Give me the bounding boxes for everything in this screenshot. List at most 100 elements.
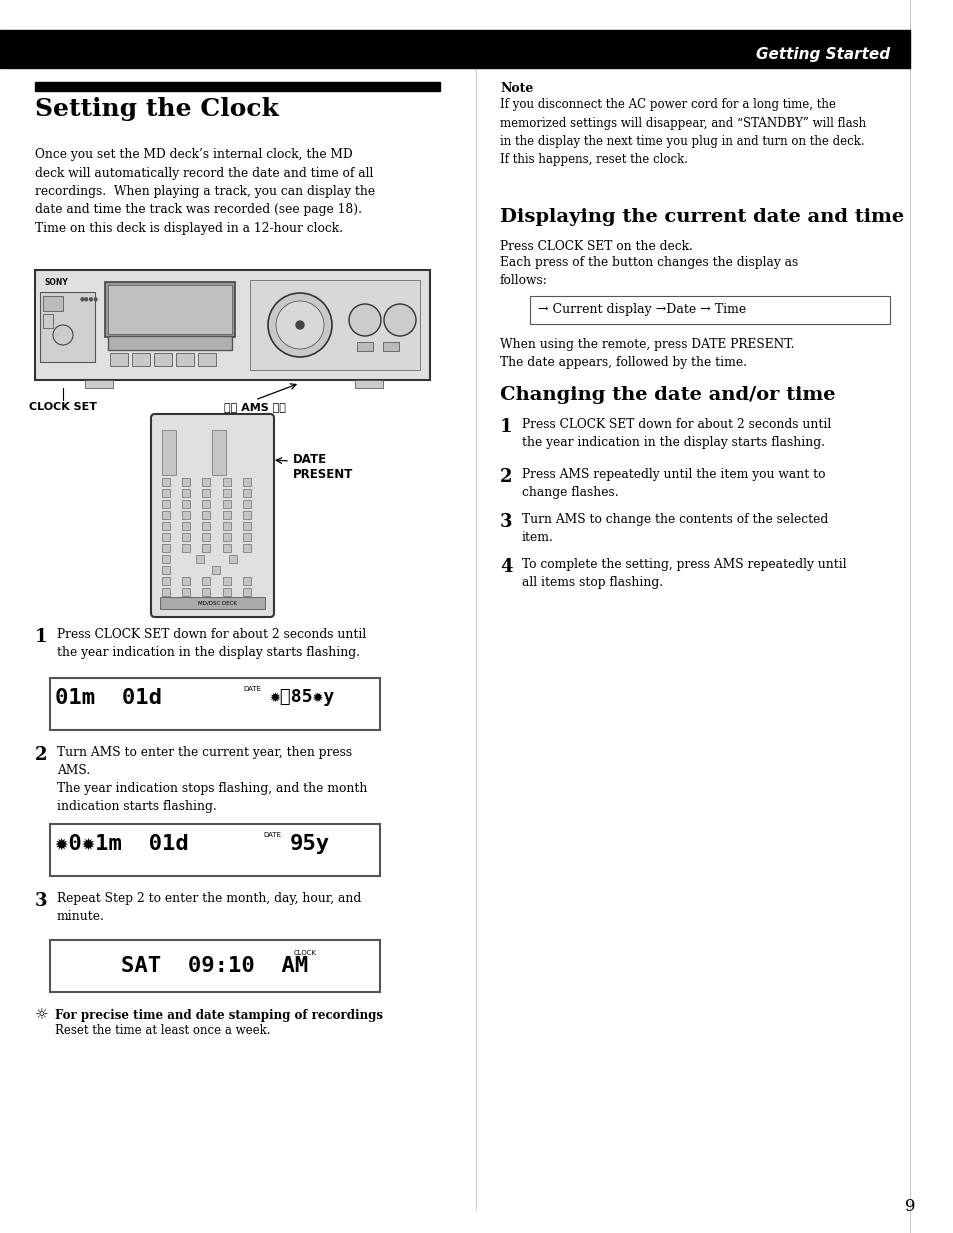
Circle shape <box>275 301 324 349</box>
Bar <box>382 342 398 351</box>
Circle shape <box>268 293 332 358</box>
Bar <box>243 577 251 584</box>
Text: Repeat Step 2 to enter the month, day, hour, and
minute.: Repeat Step 2 to enter the month, day, h… <box>57 891 361 924</box>
Bar <box>162 430 175 475</box>
Bar <box>40 292 95 363</box>
Bar <box>175 353 193 366</box>
Text: MD/DSC DECK: MD/DSC DECK <box>197 600 236 605</box>
Text: Changing the date and/or time: Changing the date and/or time <box>499 386 835 404</box>
Bar <box>202 478 211 486</box>
Text: ☼: ☼ <box>35 1009 49 1023</box>
Bar <box>85 380 112 388</box>
Text: Turn AMS to change the contents of the selected
item.: Turn AMS to change the contents of the s… <box>521 513 827 544</box>
Bar <box>202 501 211 508</box>
Text: Each press of the button changes the display as
follows:: Each press of the button changes the dis… <box>499 256 798 287</box>
Bar <box>153 353 172 366</box>
Bar <box>356 342 373 351</box>
Bar <box>160 597 265 609</box>
Bar <box>222 510 231 519</box>
FancyBboxPatch shape <box>151 414 274 616</box>
Bar <box>355 380 382 388</box>
Text: ⏮⏮ AMS ⏭⏭: ⏮⏮ AMS ⏭⏭ <box>224 402 286 412</box>
Text: Press CLOCK SET down for about 2 seconds until
the year indication in the displa: Press CLOCK SET down for about 2 seconds… <box>521 418 830 449</box>
Text: Once you set the MD deck’s internal clock, the MD
deck will automatically record: Once you set the MD deck’s internal cloc… <box>35 148 375 236</box>
Bar <box>222 544 231 552</box>
Bar <box>243 501 251 508</box>
Bar <box>243 588 251 596</box>
Bar <box>182 533 190 541</box>
Text: CLOCK SET: CLOCK SET <box>29 402 97 412</box>
Text: Press CLOCK SET on the deck.: Press CLOCK SET on the deck. <box>499 240 692 253</box>
Text: 3: 3 <box>35 891 48 910</box>
Bar <box>182 544 190 552</box>
Bar <box>243 510 251 519</box>
Text: For precise time and date stamping of recordings: For precise time and date stamping of re… <box>55 1009 382 1022</box>
Bar <box>243 490 251 497</box>
Bar <box>108 285 232 334</box>
Bar <box>202 490 211 497</box>
Bar <box>50 678 379 730</box>
Bar <box>243 533 251 541</box>
Bar <box>213 430 226 475</box>
Text: Getting Started: Getting Started <box>755 48 889 63</box>
Text: Press AMS repeatedly until the item you want to
change flashes.: Press AMS repeatedly until the item you … <box>521 469 824 499</box>
Bar <box>182 490 190 497</box>
Bar <box>222 533 231 541</box>
Bar <box>182 478 190 486</box>
Bar <box>43 314 53 328</box>
Bar <box>222 478 231 486</box>
Bar <box>35 83 439 91</box>
Text: 2: 2 <box>499 469 512 486</box>
Text: → Current display →Date → Time: → Current display →Date → Time <box>537 303 745 317</box>
Text: Note: Note <box>499 83 533 95</box>
Bar <box>213 566 220 575</box>
Text: 2: 2 <box>35 746 48 764</box>
Text: 3: 3 <box>499 513 512 531</box>
Bar <box>195 555 203 563</box>
Bar <box>229 555 237 563</box>
Bar <box>222 490 231 497</box>
Bar <box>162 533 170 541</box>
Bar <box>243 522 251 530</box>
Bar <box>162 501 170 508</box>
Bar <box>182 501 190 508</box>
Circle shape <box>53 326 73 345</box>
Bar <box>530 296 889 324</box>
Bar <box>50 940 379 993</box>
Bar <box>105 282 234 337</box>
Bar <box>250 280 419 370</box>
Bar <box>162 544 170 552</box>
Text: CLOCK: CLOCK <box>294 949 316 956</box>
Bar <box>162 577 170 584</box>
Bar <box>202 577 211 584</box>
Bar <box>0 30 909 68</box>
Text: Turn AMS to enter the current year, then press
AMS.
The year indication stops fl: Turn AMS to enter the current year, then… <box>57 746 367 813</box>
Bar <box>182 577 190 584</box>
Text: 9: 9 <box>903 1198 914 1215</box>
Bar <box>222 501 231 508</box>
Bar <box>162 566 170 575</box>
Bar <box>202 510 211 519</box>
Text: 1: 1 <box>499 418 512 436</box>
Text: DATE: DATE <box>243 686 261 692</box>
Text: DATE: DATE <box>263 832 281 838</box>
Bar <box>182 510 190 519</box>
Bar <box>43 296 63 311</box>
Bar <box>202 544 211 552</box>
Text: Reset the time at least once a week.: Reset the time at least once a week. <box>55 1023 271 1037</box>
Text: Press CLOCK SET down for about 2 seconds until
the year indication in the displa: Press CLOCK SET down for about 2 seconds… <box>57 628 366 658</box>
Text: Setting the Clock: Setting the Clock <box>35 97 278 121</box>
Text: 4: 4 <box>499 559 512 576</box>
Text: SAT  09:10  AM: SAT 09:10 AM <box>121 956 309 977</box>
Text: If you disconnect the AC power cord for a long time, the
memorized settings will: If you disconnect the AC power cord for … <box>499 97 865 166</box>
Bar <box>162 522 170 530</box>
Bar <box>162 588 170 596</box>
Bar <box>202 533 211 541</box>
Text: SONY: SONY <box>45 277 69 287</box>
Bar <box>243 478 251 486</box>
Bar <box>162 478 170 486</box>
Bar <box>132 353 150 366</box>
Text: When using the remote, press DATE PRESENT.
The date appears, followed by the tim: When using the remote, press DATE PRESEN… <box>499 338 794 369</box>
Bar <box>243 544 251 552</box>
Circle shape <box>349 305 380 337</box>
